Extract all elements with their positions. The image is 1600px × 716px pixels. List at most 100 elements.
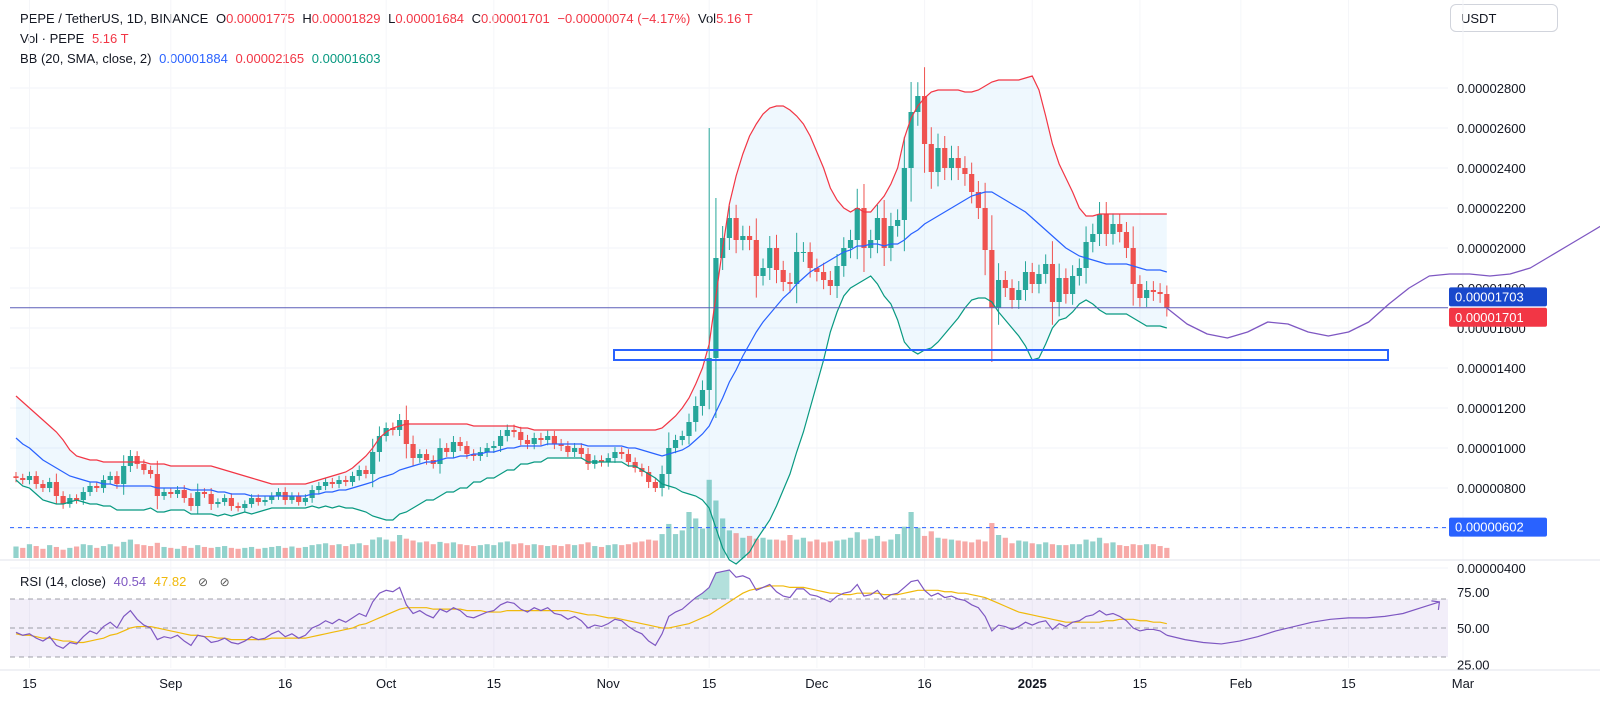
candle-body xyxy=(87,486,93,492)
symbol-label[interactable]: PEPE / TetherUS, 1D, BINANCE xyxy=(20,11,209,26)
candle-body xyxy=(403,420,409,444)
time-tick-label: 15 xyxy=(22,676,36,691)
volume-bar xyxy=(148,546,154,558)
volume-bar xyxy=(1016,540,1022,558)
candle xyxy=(511,424,517,438)
candle-body xyxy=(53,482,59,496)
rsi-axis[interactable]: 75.00 50.00 25.00 xyxy=(1457,585,1490,673)
time-axis[interactable]: 15 Sep 16 Oct 15 Nov 15 Dec 16 2025 15 Feb 15 Mar xyxy=(22,676,1475,691)
price-badge-bg xyxy=(1449,287,1547,307)
volume-bar xyxy=(1022,541,1029,558)
rsi-projection-arrowhead xyxy=(1431,600,1441,610)
price-projection-path[interactable] xyxy=(1166,220,1600,339)
volume-bar xyxy=(659,534,665,558)
volume-bar xyxy=(995,535,1002,558)
price-badge[interactable]: 0.00000602 xyxy=(1449,517,1547,537)
candle-body xyxy=(598,460,605,462)
quote-currency-badge[interactable]: USDT xyxy=(1450,4,1558,32)
candle-body xyxy=(995,280,1002,308)
candle xyxy=(1117,213,1123,243)
candle xyxy=(585,448,591,470)
candle-body xyxy=(921,96,928,144)
rsi-projection-path[interactable] xyxy=(1166,601,1440,645)
volume-bar xyxy=(632,542,638,558)
candle-body xyxy=(1070,276,1076,294)
candle-body xyxy=(450,442,457,452)
volume-bar xyxy=(746,535,753,558)
time-tick-label: Nov xyxy=(597,676,621,691)
candle-body xyxy=(659,474,665,488)
candle xyxy=(578,443,584,459)
bb-indicator-label[interactable]: BB (20, SMA, close, 2) xyxy=(20,51,152,66)
settings-icon[interactable]: ⊘ xyxy=(219,575,230,589)
volume-bar xyxy=(275,546,282,558)
candle-body xyxy=(605,458,611,462)
hide-icon[interactable]: ⊘ xyxy=(197,575,209,589)
candle xyxy=(746,225,753,251)
candle-body xyxy=(780,270,786,282)
candle xyxy=(538,432,544,446)
volume-bar xyxy=(208,547,214,558)
candle xyxy=(1043,254,1049,284)
bb-basis-line xyxy=(15,191,1168,497)
price-badge[interactable]: 0.00001701 xyxy=(1449,307,1547,327)
time-tick-label: Feb xyxy=(1230,676,1252,691)
candle xyxy=(524,434,531,450)
candle xyxy=(403,405,409,459)
candle xyxy=(558,438,564,452)
volume-bar xyxy=(666,523,672,558)
candle xyxy=(336,475,342,489)
candle-body xyxy=(948,158,955,168)
price-badge-bg xyxy=(1449,307,1547,327)
volume-bar xyxy=(598,546,605,558)
candle xyxy=(652,478,658,492)
volume-bar xyxy=(740,537,746,558)
volume-bar xyxy=(262,547,268,558)
volume-indicator-label[interactable]: Vol · PEPE xyxy=(20,31,85,46)
candle xyxy=(1096,202,1103,246)
candle xyxy=(504,424,510,442)
open-value: 0.00001775 xyxy=(226,11,295,26)
candle-body xyxy=(551,436,557,444)
volume-bar xyxy=(376,537,383,558)
volume-bar xyxy=(558,546,564,558)
volume-bars xyxy=(13,479,1170,558)
candle xyxy=(874,204,881,254)
candle-body xyxy=(26,476,33,480)
volume-bar xyxy=(908,512,914,558)
volume-bar xyxy=(410,540,416,558)
candle xyxy=(235,502,241,512)
candle-body xyxy=(733,218,739,240)
candle-body xyxy=(235,506,241,508)
bb-lower-line xyxy=(15,275,1168,565)
volume-bar xyxy=(370,539,376,558)
candle xyxy=(962,156,968,186)
volume-bar xyxy=(753,538,759,558)
candle-body xyxy=(545,436,551,440)
rsi-tick-label: 25.00 xyxy=(1457,657,1490,672)
volume-bar xyxy=(1036,544,1042,558)
volume-bar xyxy=(397,535,403,558)
rsi-indicator-label[interactable]: RSI (14, close) xyxy=(20,574,106,589)
volume-bar xyxy=(87,545,93,558)
price-badge[interactable]: 0.00001703 xyxy=(1449,287,1547,307)
candle xyxy=(1022,261,1029,301)
time-tick-label: 2025 xyxy=(1018,676,1047,691)
volume-bar xyxy=(942,538,948,558)
volume-bar xyxy=(915,527,921,558)
volume-bar xyxy=(336,544,342,558)
candle-body xyxy=(538,438,544,440)
candle xyxy=(228,493,234,511)
candle-body xyxy=(847,240,854,248)
time-tick-label: 15 xyxy=(487,676,501,691)
candle xyxy=(686,413,692,445)
price-axis[interactable]: 0.00002800 0.00002600 0.00002400 0.00002200… xyxy=(1457,81,1526,576)
support-zone-box[interactable] xyxy=(613,349,1389,361)
candle xyxy=(773,234,780,284)
candle xyxy=(33,471,39,489)
candle-body xyxy=(962,168,968,174)
volume-bar xyxy=(471,546,477,558)
volume-bar xyxy=(1150,544,1156,558)
candle xyxy=(1029,262,1035,294)
